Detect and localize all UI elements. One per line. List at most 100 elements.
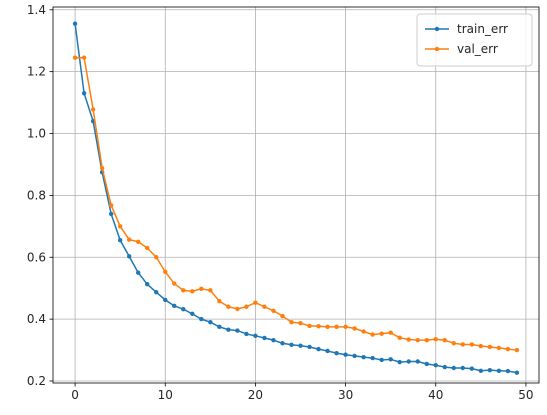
data-point-val-err xyxy=(451,341,456,346)
legend: train_err val_err xyxy=(416,13,533,67)
data-point-train-err xyxy=(163,297,168,303)
data-point-val-err xyxy=(415,337,420,343)
data-point-val-err xyxy=(208,288,213,293)
data-point-val-err xyxy=(469,342,475,347)
data-point-val-err xyxy=(487,344,493,350)
data-point-train-err xyxy=(72,21,78,26)
data-point-train-err xyxy=(199,316,204,322)
data-point-train-err xyxy=(397,359,402,365)
data-point-val-err xyxy=(226,304,231,309)
x-tick-label: 40 xyxy=(428,388,443,402)
data-point-train-err xyxy=(487,367,493,373)
data-point-val-err xyxy=(478,343,484,349)
data-point-train-err xyxy=(334,350,339,356)
data-point-train-err xyxy=(262,335,267,341)
data-point-val-err xyxy=(235,306,240,312)
data-point-val-err xyxy=(262,304,267,309)
data-point-val-err xyxy=(244,304,249,309)
data-point-val-err xyxy=(126,237,132,242)
data-point-train-err xyxy=(460,365,466,371)
data-point-train-err xyxy=(208,320,213,325)
data-point-train-err xyxy=(496,368,502,373)
legend-label-train-err: train_err xyxy=(457,22,508,36)
y-tick-label: 0.4 xyxy=(27,312,46,326)
data-point-train-err xyxy=(235,328,240,333)
data-point-val-err xyxy=(379,331,384,336)
data-point-val-err xyxy=(271,308,276,313)
data-point-train-err xyxy=(424,361,429,367)
data-point-train-err xyxy=(271,337,276,343)
data-point-val-err xyxy=(72,55,78,60)
data-point-val-err xyxy=(145,245,150,251)
y-tick-label: 1.4 xyxy=(27,3,46,17)
data-point-val-err xyxy=(289,320,294,325)
y-tick-label: 1.0 xyxy=(27,127,46,141)
data-point-train-err xyxy=(379,357,384,363)
data-point-val-err xyxy=(388,330,393,335)
legend-marker-train-err xyxy=(434,26,440,32)
series-val-err xyxy=(72,55,520,353)
y-tick-label: 0.2 xyxy=(27,374,46,388)
y-tick-label: 0.6 xyxy=(27,250,46,264)
x-tick-label: 20 xyxy=(248,388,263,402)
data-point-train-err xyxy=(154,290,159,295)
data-point-val-err xyxy=(442,337,447,343)
data-point-val-err xyxy=(316,324,321,329)
data-point-val-err xyxy=(99,165,105,171)
data-point-train-err xyxy=(433,363,438,368)
legend-marker-val-err xyxy=(434,46,440,52)
data-point-train-err xyxy=(451,365,456,371)
data-point-train-err xyxy=(514,370,520,375)
data-point-train-err xyxy=(117,238,123,243)
data-point-train-err xyxy=(253,333,258,339)
data-point-val-err xyxy=(298,320,303,326)
data-point-train-err xyxy=(145,281,150,287)
data-point-train-err xyxy=(478,368,484,373)
data-point-val-err xyxy=(496,345,502,351)
data-point-val-err xyxy=(117,224,123,229)
legend-box xyxy=(416,13,533,67)
data-point-train-err xyxy=(126,254,132,259)
y-tick-label: 1.2 xyxy=(27,65,46,79)
data-point-train-err xyxy=(280,341,285,346)
data-point-train-err xyxy=(415,359,420,364)
data-point-val-err xyxy=(90,107,96,112)
data-point-train-err xyxy=(226,327,231,332)
data-point-val-err xyxy=(505,346,511,352)
data-point-val-err xyxy=(343,324,348,330)
data-point-train-err xyxy=(388,357,393,362)
data-point-train-err xyxy=(343,352,348,357)
data-point-train-err xyxy=(190,311,195,317)
data-point-val-err xyxy=(325,324,330,330)
data-point-train-err xyxy=(505,368,511,374)
data-point-val-err xyxy=(352,326,357,331)
data-point-val-err xyxy=(154,255,159,260)
data-point-train-err xyxy=(442,364,447,370)
y-tick-label: 0.8 xyxy=(27,188,46,202)
data-point-val-err xyxy=(253,300,258,305)
data-point-train-err xyxy=(352,353,357,359)
data-point-val-err xyxy=(361,329,366,334)
data-point-val-err xyxy=(199,286,204,292)
data-point-train-err xyxy=(136,270,141,275)
data-point-train-err xyxy=(244,331,249,337)
data-point-val-err xyxy=(181,288,186,293)
data-point-train-err xyxy=(172,303,177,309)
data-point-train-err xyxy=(469,366,475,371)
data-point-train-err xyxy=(289,342,294,347)
data-point-val-err xyxy=(280,313,285,319)
legend-item-train-err: train_err xyxy=(425,22,508,36)
data-point-val-err xyxy=(334,324,339,330)
grid xyxy=(53,7,539,383)
x-tick-label: 0 xyxy=(71,388,79,402)
data-point-val-err xyxy=(424,337,429,343)
legend-item-val-err: val_err xyxy=(425,42,498,56)
data-point-val-err xyxy=(136,239,141,244)
data-point-train-err xyxy=(316,346,321,352)
data-point-train-err xyxy=(81,91,87,96)
data-point-val-err xyxy=(460,342,466,347)
ticks-layer: 0 10 20 30 40 50 0.2 0.4 0.6 0.8 1.0 1.2 1.4 xyxy=(27,3,534,402)
series-layer xyxy=(72,21,520,375)
